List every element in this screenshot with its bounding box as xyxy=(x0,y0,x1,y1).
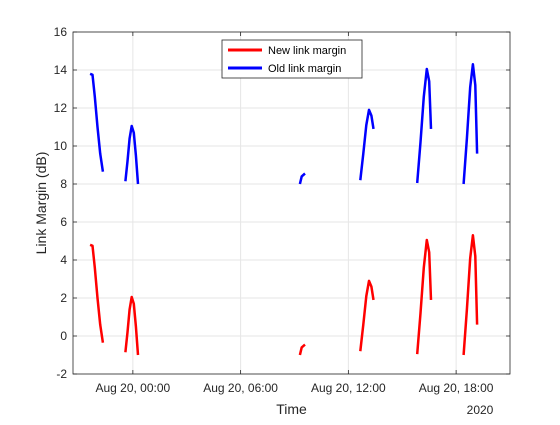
series-line-old-link-margin-pass-5 xyxy=(415,67,433,184)
series-line-old-link-margin-pass-3 xyxy=(298,172,306,185)
y-tick-label: 0 xyxy=(60,329,67,343)
series-layer xyxy=(89,63,479,356)
series-line-old-link-margin-pass-1 xyxy=(89,72,105,172)
series-line-new-link-margin-pass-4 xyxy=(359,279,375,352)
ticks: -2 0 2 4 6 8 10 12 14 16 Aug 20, 00:00 Aug 20, 06:0… xyxy=(54,25,510,395)
y-tick-label: 14 xyxy=(54,63,68,77)
y-tick-label: 2 xyxy=(60,291,67,305)
series-line-old-link-margin-pass-4 xyxy=(359,108,375,181)
series-line-new-link-margin-pass-5 xyxy=(415,238,433,355)
y-tick-label: 10 xyxy=(54,139,68,153)
y-tick-label: 6 xyxy=(60,215,67,229)
y-tick-label: 12 xyxy=(54,101,68,115)
axes-box xyxy=(72,31,511,375)
series-line-new-link-margin-pass-1 xyxy=(89,243,105,343)
series-line-new-link-margin-pass-2 xyxy=(124,295,140,356)
legend-label-old-link-margin: Old link margin xyxy=(268,63,341,75)
legend-label-new-link-margin: New link margin xyxy=(268,45,346,57)
x-tick-label: Aug 20, 12:00 xyxy=(311,381,386,395)
series-line-old-link-margin-pass-2 xyxy=(124,124,140,185)
legend-box xyxy=(221,39,363,79)
y-tick-label: 8 xyxy=(60,177,67,191)
x-axis-year-label: 2020 xyxy=(467,403,494,417)
y-tick-label: 16 xyxy=(54,25,68,39)
x-tick-label: Aug 20, 00:00 xyxy=(95,381,170,395)
y-tick-label: 4 xyxy=(60,253,67,267)
x-tick-label: Aug 20, 18:00 xyxy=(419,381,494,395)
x-axis-label: Time xyxy=(276,401,307,417)
legend: New link margin Old link margin xyxy=(221,39,363,79)
y-tick-label: -2 xyxy=(56,367,67,381)
x-tick-label: Aug 20, 06:00 xyxy=(203,381,278,395)
series-line-new-link-margin-pass-3 xyxy=(298,343,306,356)
series-line-old-link-margin-pass-6 xyxy=(462,63,479,185)
series-line-new-link-margin-pass-6 xyxy=(462,234,479,356)
y-axis-label: Link Margin (dB) xyxy=(33,152,49,255)
